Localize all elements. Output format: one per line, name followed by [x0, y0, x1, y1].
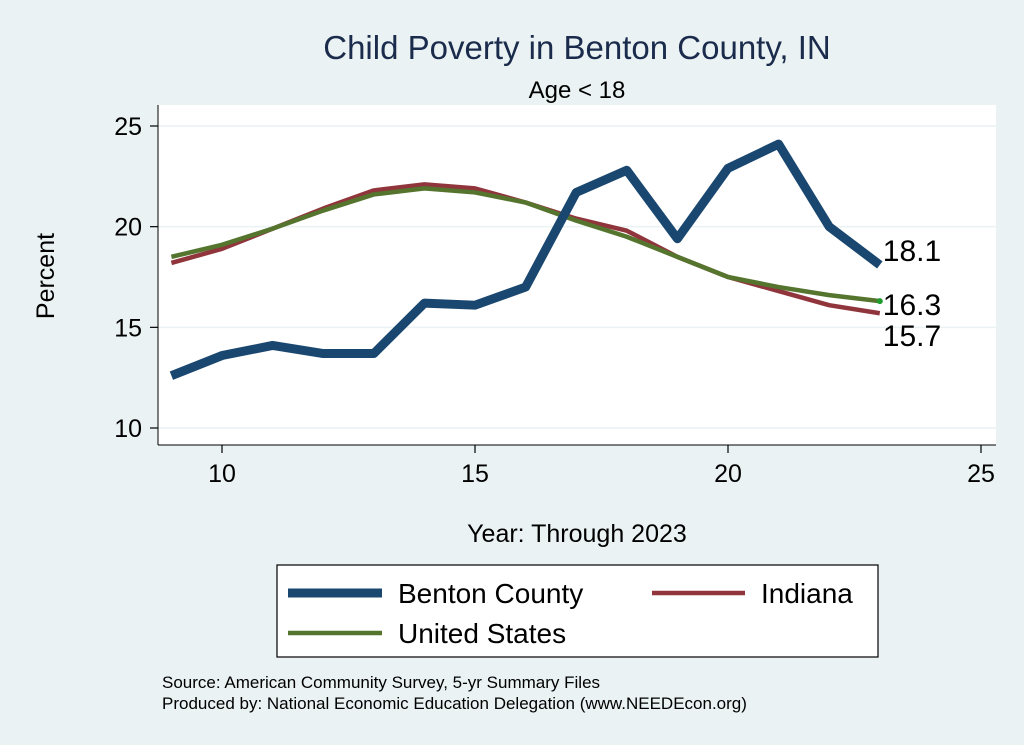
y-axis-label: Percent [32, 233, 60, 319]
y-tick-label-15: 15 [114, 314, 142, 342]
legend: Benton County Indiana United States [288, 578, 853, 649]
y-tick-label-20: 20 [114, 214, 142, 242]
grid [158, 125, 996, 429]
x-axis-label: Year: Through 2023 [467, 520, 687, 548]
x-tick-label-10: 10 [208, 460, 236, 488]
axes: 10 15 20 25 10 15 20 25 [114, 105, 996, 488]
producer-note: Produced by: National Economic Education… [162, 694, 747, 713]
legend-label-benton-county: Benton County [398, 578, 583, 609]
chart-title: Child Poverty in Benton County, IN [323, 29, 830, 66]
end-labels: 18.1 15.716.3 [876, 235, 941, 353]
end-label-benton-county: 18.1 [883, 235, 941, 268]
plot-area [158, 105, 996, 445]
legend-box [276, 564, 879, 658]
y-tick-label-10: 10 [114, 415, 142, 443]
source-note: Source: American Community Survey, 5-yr … [162, 673, 600, 692]
series-line-united-states [170, 186, 881, 304]
x-tick-label-20: 20 [714, 460, 742, 488]
end-label-indiana: 15.7 [883, 320, 941, 353]
end-label-united-states: 16.3 [883, 289, 941, 322]
x-tick-label-15: 15 [461, 460, 489, 488]
series-lines [169, 139, 883, 380]
chart-subtitle: Age < 18 [529, 77, 626, 104]
y-tick-label-25: 25 [114, 113, 142, 141]
series-line-benton-county [169, 139, 883, 380]
legend-label-indiana: Indiana [761, 578, 853, 609]
x-tick-label-25: 25 [967, 460, 995, 488]
end-marker-united-states [876, 298, 883, 305]
legend-label-united-states: United States [398, 618, 566, 649]
